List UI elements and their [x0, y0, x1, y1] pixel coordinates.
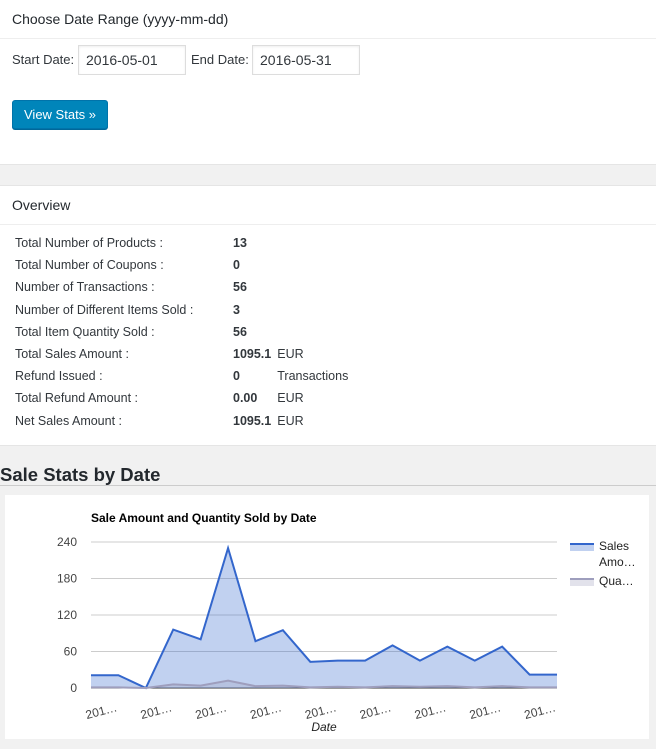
overview-row-label: Refund Issued : — [15, 369, 103, 384]
overview-row: Refund Issued : 0 Transactions — [12, 365, 351, 387]
overview-row-value: 0 — [233, 258, 240, 273]
x-tick-label: 201… — [468, 700, 503, 722]
chart-svg: Sale Amount and Quantity Sold by Date 24… — [57, 511, 636, 734]
overview-title: Overview — [0, 186, 656, 225]
overview-row-unit — [274, 321, 351, 343]
x-axis-title: Date — [311, 720, 337, 734]
series-line-1 — [91, 679, 557, 690]
legend-swatch — [570, 544, 594, 551]
overview-panel: Overview Total Number of Products :13 Tot… — [0, 185, 656, 446]
y-tick-label: 60 — [64, 645, 78, 659]
overview-row: Total Sales Amount : 1095.1 EUR — [12, 343, 351, 365]
overview-row-label: Net Sales Amount : — [15, 413, 123, 428]
section-divider — [0, 485, 656, 486]
overview-row-unit — [274, 232, 351, 254]
y-tick-label: 120 — [57, 608, 77, 622]
series-area-1 — [91, 680, 557, 688]
date-range-panel: Choose Date Range (yyyy-mm-dd) Start Dat… — [0, 0, 656, 165]
overview-row: Number of Different Items Sold : 3 — [12, 299, 351, 321]
series-area-0 — [91, 548, 557, 688]
overview-row-unit — [274, 254, 351, 276]
overview-row-label: Total Refund Amount : — [15, 391, 138, 406]
overview-row: Net Sales Amount : 1095.1 EUR — [12, 410, 351, 432]
series-line-0 — [91, 544, 557, 690]
x-tick-label: 201… — [84, 700, 119, 722]
overview-row-unit: EUR — [277, 413, 304, 428]
overview-row-value: 13 — [233, 236, 247, 251]
x-tick-label: 201… — [249, 700, 284, 722]
overview-row-label: Total Number of Products : — [15, 236, 163, 251]
chart-title: Sale Amount and Quantity Sold by Date — [91, 511, 317, 525]
overview-row-value: 0.00 — [233, 391, 258, 406]
overview-row-value: 3 — [233, 302, 240, 317]
x-tick-label: 201… — [358, 700, 393, 722]
x-tick-label: 201… — [523, 700, 558, 722]
overview-row: Number of Transactions : 56 — [12, 276, 351, 298]
overview-row: Total Number of Coupons : 0 — [12, 254, 351, 276]
overview-row: Total Item Quantity Sold : 56 — [12, 321, 351, 343]
overview-row-unit: EUR — [277, 391, 304, 406]
overview-row-label: Number of Transactions : — [15, 280, 155, 295]
overview-row-unit — [274, 276, 351, 298]
overview-row-value: 56 — [233, 280, 247, 295]
sale-stats-title: Sale Stats by Date — [0, 464, 161, 485]
y-tick-label: 180 — [57, 572, 77, 586]
overview-row-value: 1095.1 — [233, 347, 272, 362]
overview-row-label: Total Item Quantity Sold : — [15, 324, 155, 339]
legend-label: Sales Amo… — [599, 539, 636, 569]
overview-row-value: 1095.1 — [233, 413, 272, 428]
start-date-input[interactable]: 2016-05-01 — [78, 45, 186, 75]
overview-row-label: Number of Different Items Sold : — [15, 302, 194, 317]
overview-row-label: Total Sales Amount : — [15, 347, 129, 362]
y-tick-label: 240 — [57, 535, 77, 549]
legend-swatch — [570, 579, 594, 586]
end-date-label: End Date: — [191, 52, 249, 67]
x-tick-label: 201… — [194, 700, 229, 722]
end-date-input[interactable]: 2016-05-31 — [252, 45, 360, 75]
overview-row-unit: Transactions — [277, 369, 349, 384]
start-date-label: Start Date: — [12, 52, 75, 67]
overview-row: Total Refund Amount : 0.00 EUR — [12, 387, 351, 409]
x-tick-label: 201… — [303, 700, 338, 722]
sales-chart: Sale Amount and Quantity Sold by Date 24… — [5, 495, 649, 739]
overview-table: Total Number of Products :13 Total Number… — [12, 232, 351, 432]
x-tick-label: 201… — [139, 700, 174, 722]
date-range-title: Choose Date Range (yyyy-mm-dd) — [0, 0, 656, 39]
overview-row-value: 56 — [233, 324, 247, 339]
legend-label: Qua… — [599, 574, 634, 588]
overview-row-unit — [274, 299, 351, 321]
overview-row: Total Number of Products : 13 — [12, 232, 351, 254]
y-tick-label: 0 — [70, 681, 77, 695]
x-tick-label: 201… — [413, 700, 448, 722]
overview-row-value: 0 — [233, 369, 240, 384]
overview-row-unit: EUR — [277, 347, 304, 362]
overview-row-label: Total Number of Coupons : — [15, 258, 164, 273]
view-stats-button[interactable]: View Stats » — [12, 100, 109, 129]
